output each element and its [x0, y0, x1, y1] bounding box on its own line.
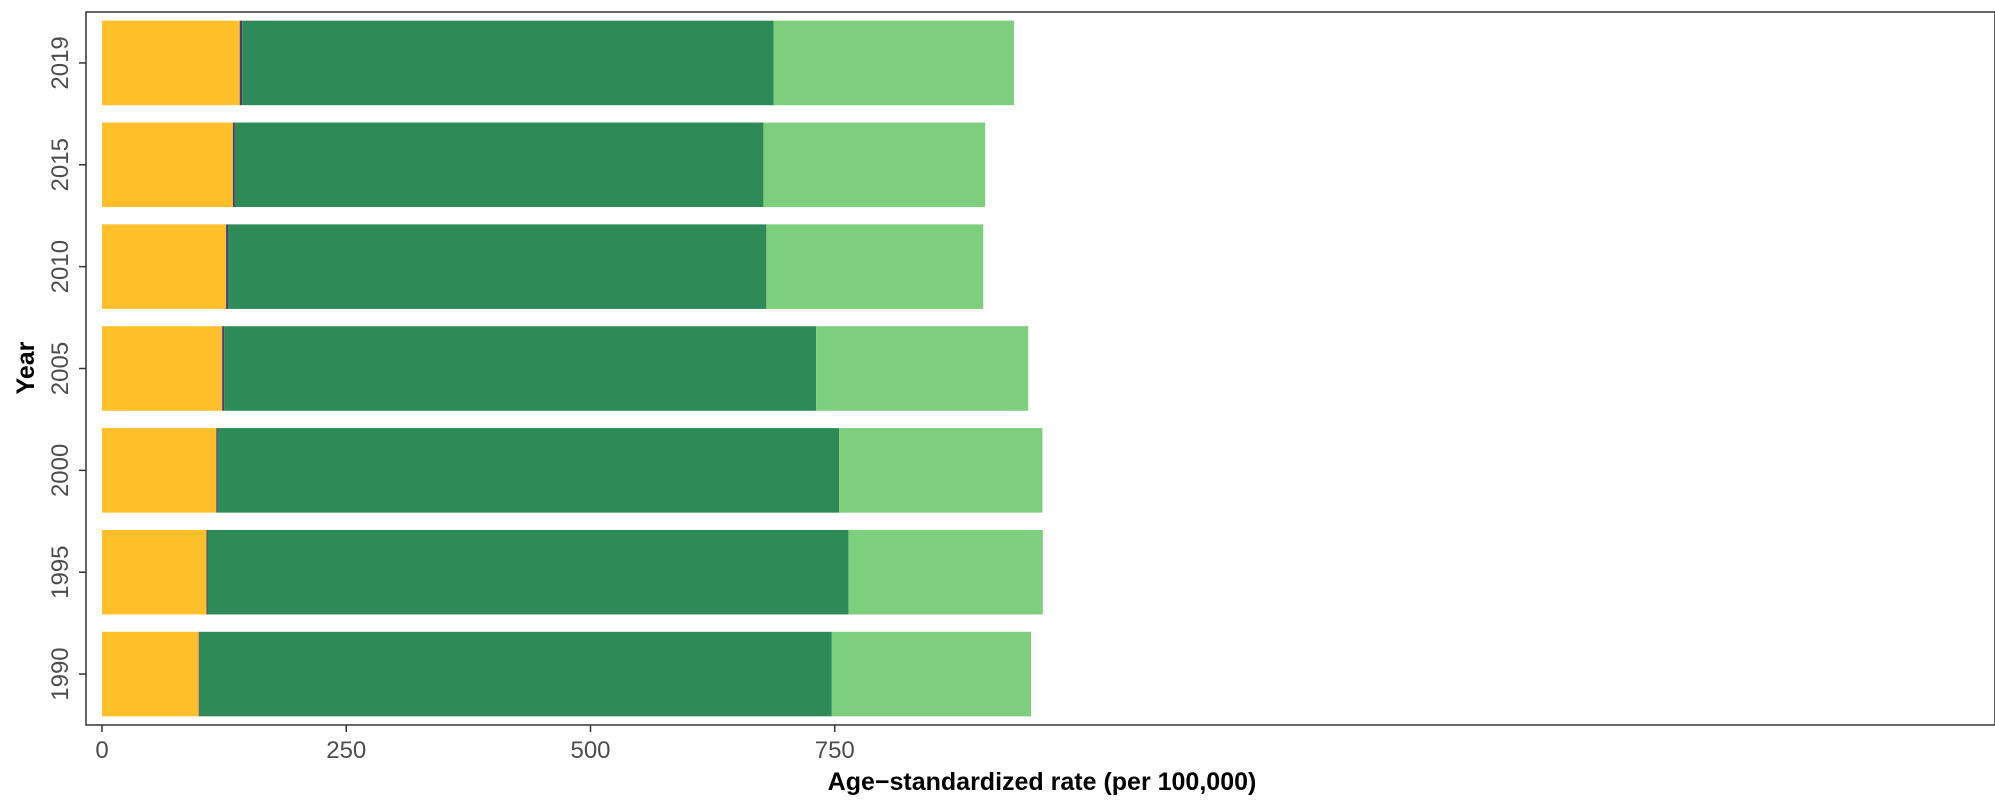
bar-segment-1995-3 [207, 529, 849, 615]
bar-segment-2010-4 [766, 224, 984, 309]
bar-segment-2010-1 [102, 224, 227, 309]
x-tick-label: 250 [326, 737, 366, 764]
bar-segment-2005-4 [816, 326, 1029, 411]
bar-segment-2000-1 [102, 428, 217, 513]
bar-segment-2005-3 [224, 326, 817, 411]
bar-segment-2015-3 [234, 122, 764, 208]
x-tick-label: 500 [570, 737, 610, 764]
bar-segment-2019-1 [102, 20, 240, 106]
bar-segment-2015-4 [763, 122, 986, 208]
y-tick-label: 2010 [47, 240, 74, 293]
bar-segment-2005-2 [222, 326, 225, 411]
bars-layer [102, 20, 1043, 717]
bar-segment-2010-2 [226, 224, 229, 309]
bar-segment-2010-3 [228, 224, 767, 309]
bar-segment-2000-2 [216, 428, 218, 513]
y-axis-title: Year [12, 341, 40, 394]
bar-segment-1990-1 [102, 631, 199, 717]
y-tick-label: 2005 [47, 342, 74, 395]
bar-segment-2019-2 [239, 20, 243, 106]
bar-segment-1990-2 [198, 631, 200, 717]
y-tick-label: 1990 [47, 647, 74, 700]
x-axis: 0 250 500 750 [95, 725, 855, 764]
bar-segment-1990-4 [831, 631, 1032, 717]
bar-segment-1995-4 [848, 529, 1043, 615]
bar-segment-1995-1 [102, 529, 207, 615]
y-axis: 1990 1995 2000 2005 2010 2015 2019 [47, 36, 86, 701]
bar-segment-2019-4 [773, 20, 1015, 106]
x-tick-label: 0 [95, 737, 108, 764]
y-tick-label: 2019 [47, 36, 74, 89]
bar-segment-1990-3 [199, 631, 832, 717]
y-tick-label: 1995 [47, 546, 74, 599]
x-axis-title: Age−standardized rate (per 100,000) [828, 768, 1257, 796]
bar-segment-2005-1 [102, 326, 223, 411]
bar-segment-1995-2 [206, 529, 208, 615]
bar-segment-2000-4 [839, 428, 1043, 513]
y-tick-label: 2015 [47, 138, 74, 191]
bar-segment-2015-1 [102, 122, 233, 208]
x-tick-label: 750 [815, 737, 855, 764]
bar-segment-2019-3 [242, 20, 774, 106]
bar-segment-2015-2 [232, 122, 235, 208]
bar-segment-2000-3 [217, 428, 840, 513]
y-tick-label: 2000 [47, 444, 74, 497]
